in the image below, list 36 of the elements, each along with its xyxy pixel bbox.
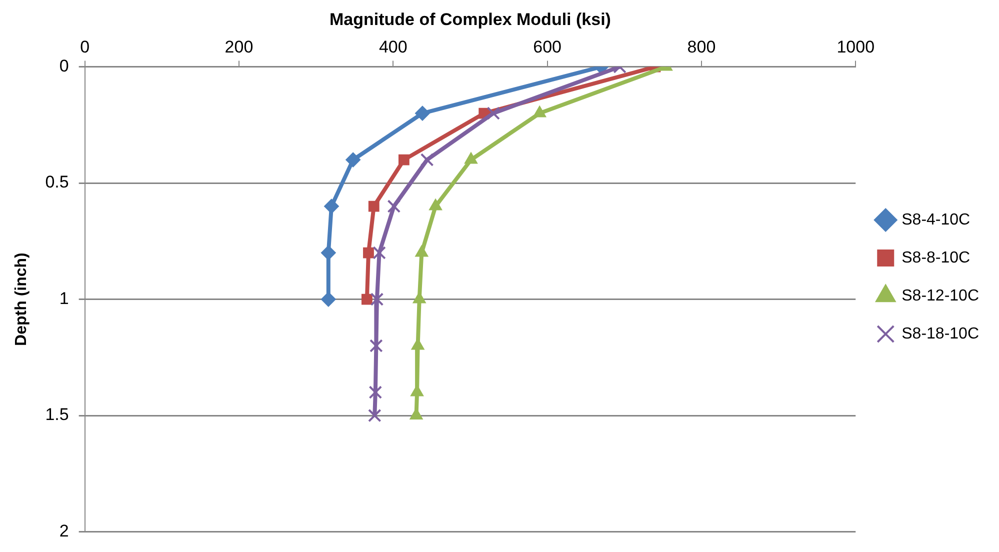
legend-label: S8-12-10C bbox=[902, 287, 979, 304]
x-tick-label: 800 bbox=[687, 37, 716, 56]
y-tick-label: 0 bbox=[59, 56, 69, 76]
point bbox=[368, 386, 382, 399]
point bbox=[387, 200, 401, 213]
point bbox=[324, 198, 339, 214]
legend-label: S8-4-10C bbox=[902, 211, 970, 228]
x-tick-label: 600 bbox=[533, 37, 562, 56]
point bbox=[412, 292, 426, 304]
x-tick-label: 0 bbox=[80, 37, 90, 56]
y-tick-label: 0.5 bbox=[45, 172, 69, 192]
point bbox=[320, 292, 336, 307]
point bbox=[363, 247, 374, 258]
point bbox=[486, 106, 500, 120]
point bbox=[420, 153, 434, 166]
y-tick-label: 1 bbox=[59, 288, 69, 308]
y-axis-title: Depth (inch) bbox=[13, 252, 30, 346]
point bbox=[370, 339, 383, 352]
point bbox=[346, 152, 361, 168]
x-tick-label: 400 bbox=[378, 37, 408, 56]
x-axis-title: Magnitude of Complex Moduli (ksi) bbox=[330, 10, 611, 29]
point bbox=[368, 200, 380, 212]
point bbox=[361, 294, 372, 305]
x-tick-label: 1000 bbox=[836, 37, 875, 56]
y-tick-label: 1.5 bbox=[45, 405, 69, 424]
point bbox=[372, 246, 386, 260]
point bbox=[414, 106, 430, 121]
point bbox=[415, 245, 428, 257]
point bbox=[320, 245, 336, 260]
point bbox=[370, 292, 384, 306]
point bbox=[368, 408, 382, 422]
y-tick-label: 2 bbox=[59, 521, 69, 540]
point bbox=[398, 154, 410, 166]
x-tick-label: 200 bbox=[224, 37, 254, 56]
legend-label: S8-8-10C bbox=[902, 249, 970, 266]
legend-label: S8-18-10C bbox=[902, 325, 979, 342]
